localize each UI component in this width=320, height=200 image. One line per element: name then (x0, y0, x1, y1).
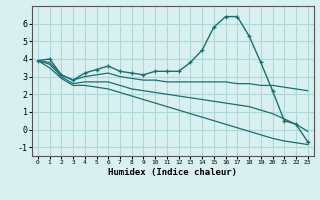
X-axis label: Humidex (Indice chaleur): Humidex (Indice chaleur) (108, 168, 237, 177)
